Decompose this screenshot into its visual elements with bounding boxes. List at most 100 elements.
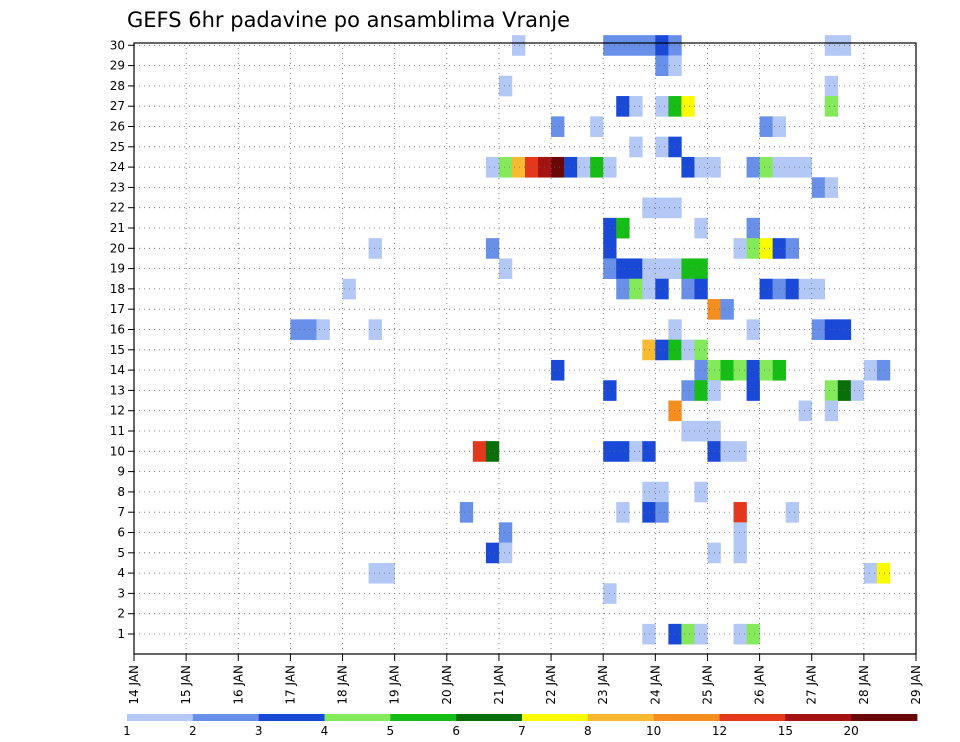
precip-cell [681,96,695,117]
y-tick-label: 18 [110,282,125,296]
precip-cell [668,400,682,422]
colorbar-label: 10 [646,724,661,738]
y-tick-label: 30 [110,38,125,52]
precip-cell [863,562,878,584]
precip-cell [798,156,813,178]
y-tick-label: 19 [110,262,125,276]
y-tick-label: 3 [117,586,125,600]
y-tick-label: 8 [117,485,125,499]
precip-cell [485,542,500,564]
precip-cell [681,420,695,442]
y-tick-label: 26 [110,120,125,134]
precip-cell [746,319,760,340]
precip-cell [590,116,604,137]
colorbar-swatch [127,714,194,721]
precip-cell [694,156,708,178]
y-tick-label: 10 [110,444,125,458]
precip-cell [668,339,682,361]
precip-cell [733,441,747,462]
precip-cell [655,35,669,56]
x-tick-label: 21 JAN [492,665,506,705]
x-tick-label: 28 JAN [857,665,871,705]
precip-cell [616,278,630,300]
precip-cell [694,623,708,645]
precip-cell [694,481,708,503]
colorbar-swatch [719,714,786,721]
precip-cell [811,177,826,198]
colorbar-swatch [653,714,720,721]
precip-cell [694,339,708,361]
precip-cell [485,238,500,259]
precip-cell [759,116,773,137]
precip-cell [551,156,565,178]
precip-cell [824,96,839,117]
precip-cell [655,197,669,219]
precip-cell [498,542,513,564]
precip-cell [785,238,799,259]
colorbar-swatch [390,714,457,721]
precip-cell [511,35,526,56]
precip-cell [850,380,865,401]
y-tick-label: 2 [117,607,125,621]
precip-cell [876,359,891,381]
x-tick-label: 22 JAN [544,665,558,705]
precip-cell [642,278,656,300]
y-tick-label: 1 [117,627,125,641]
precip-cell [681,278,695,300]
x-tick-label: 19 JAN [388,665,402,705]
precip-cell [824,35,839,56]
precip-cell [798,400,813,422]
colorbar-legend: 1 2 3 4 5 6 7 8 10 12 15 20 [123,714,918,738]
grid-lines [134,43,916,654]
colorbar-label: 15 [778,724,793,738]
precip-cell [863,359,878,381]
precip-cell [824,319,839,340]
colorbar-label: 6 [452,724,460,738]
precip-cell [733,522,747,543]
precip-cell [759,238,773,259]
x-tick-label: 18 JAN [336,665,350,705]
precip-cell [720,359,734,381]
precip-cell [577,156,591,178]
precip-cell [303,319,317,340]
precip-cell [290,319,304,340]
precip-cell [694,359,708,381]
precip-cell [694,278,708,300]
colorbar-swatch [192,714,260,721]
y-tick-label: 21 [110,221,125,235]
precip-cell [498,156,513,178]
precip-cell [668,319,682,340]
precip-cell [616,217,630,239]
x-axis-ticks: 14 JAN 15 JAN 16 JAN 17 JAN 18 JAN 19 JAN 20 J… [127,654,923,705]
precip-cell [811,278,826,300]
precip-cell [629,441,643,462]
precip-cell [629,258,643,280]
precip-cell [368,238,382,259]
x-tick-label: 25 JAN [700,665,714,705]
y-tick-label: 17 [110,302,125,316]
precip-cell [485,156,500,178]
precipitation-cells [290,35,891,645]
precip-cell [616,96,630,117]
precip-cell [564,156,578,178]
precip-cell [498,522,513,543]
precip-cell [824,177,839,198]
precip-cell [498,75,513,97]
precip-cell [511,156,526,178]
precip-cell [616,441,630,462]
precip-cell [668,35,682,56]
precip-cell [733,359,747,381]
colorbar-swatch [324,714,391,721]
precip-cell [759,278,773,300]
precip-cell [668,197,682,219]
precip-cell [551,116,565,137]
precip-cell [668,258,682,280]
precip-cell [629,35,643,56]
y-tick-label: 9 [117,465,125,479]
precip-cell [733,238,747,259]
precip-cell [694,420,708,442]
precip-cell [629,96,643,117]
precip-cell [720,441,734,462]
precip-cell [616,35,630,56]
y-tick-label: 12 [110,404,125,418]
